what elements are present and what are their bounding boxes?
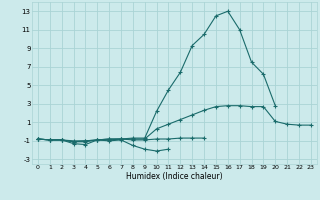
X-axis label: Humidex (Indice chaleur): Humidex (Indice chaleur) bbox=[126, 172, 223, 181]
